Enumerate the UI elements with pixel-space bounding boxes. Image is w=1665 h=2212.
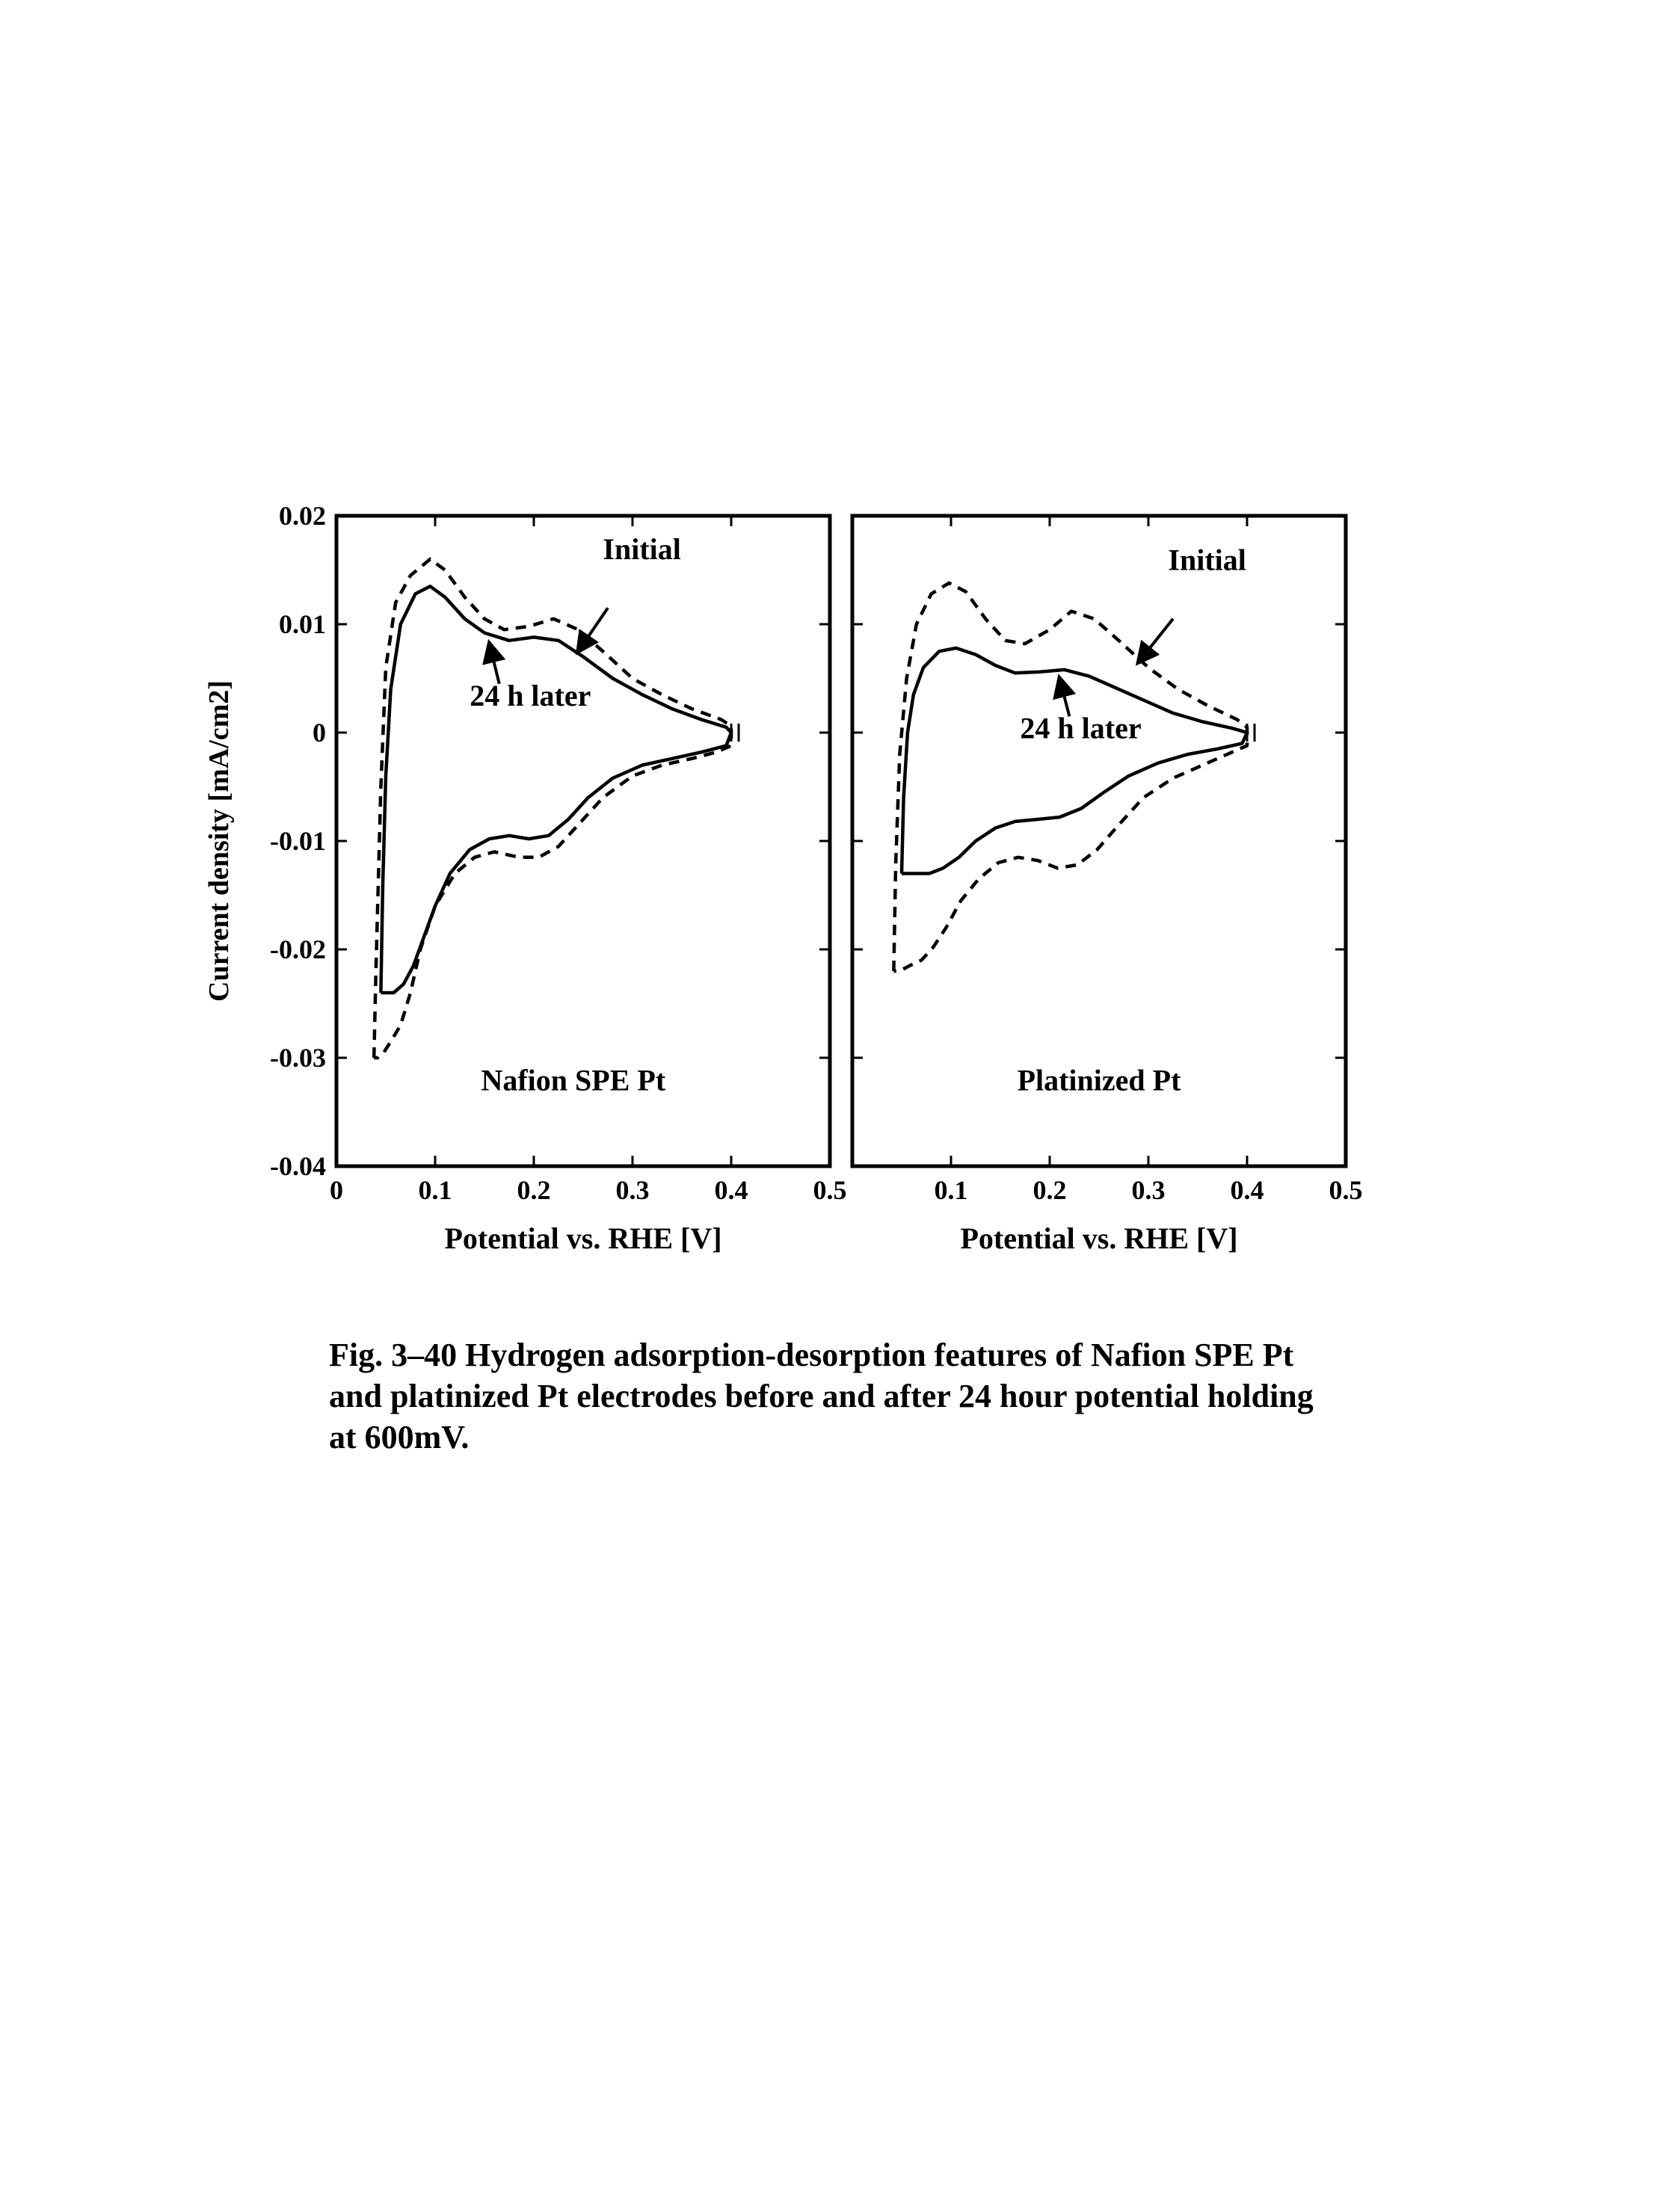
- arrow-initial: [1139, 619, 1173, 662]
- y-tick-label: -0.04: [270, 1151, 326, 1181]
- x-tick-label: 0: [330, 1175, 343, 1205]
- x-tick-label: 0.4: [1231, 1175, 1264, 1205]
- x-tick-label: 0.2: [1033, 1175, 1067, 1205]
- label-initial: Initial: [603, 532, 680, 566]
- y-tick-label: 0.01: [279, 609, 326, 639]
- y-axis-label: Current density [mA/cm2]: [203, 680, 235, 1002]
- y-tick-label: -0.02: [270, 934, 326, 964]
- label-24h-later: 24 h later: [1020, 711, 1141, 745]
- curve-24h-later: [381, 586, 731, 993]
- x-tick-label: 0.5: [813, 1175, 847, 1205]
- label-24h-later: 24 h later: [470, 679, 591, 712]
- figure-container: Current density [mA/cm2] -0.04 -0.03 -0.02 -…: [194, 493, 1465, 1458]
- x-tick-label: 0.1: [419, 1175, 452, 1205]
- x-axis-label: Potential vs. RHE [V]: [960, 1221, 1237, 1255]
- x-axis-label: Potential vs. RHE [V]: [444, 1221, 721, 1255]
- x-tick-label: 0.2: [517, 1175, 551, 1205]
- curve-initial: [374, 559, 731, 1058]
- figure-caption: Fig. 3–40 Hydrogen adsorption-desorption…: [329, 1334, 1338, 1458]
- panel-title: Platinized Pt: [1018, 1064, 1182, 1097]
- cv-chart: Current density [mA/cm2] -0.04 -0.03 -0.02 -…: [194, 493, 1465, 1301]
- curve-24h-later: [902, 648, 1247, 874]
- x-tick-label: 0.5: [1329, 1175, 1363, 1205]
- x-tick-label: 0.3: [1132, 1175, 1166, 1205]
- curve-initial: [893, 583, 1247, 971]
- x-tick-label: 0.3: [616, 1175, 650, 1205]
- y-tick-label: -0.01: [270, 826, 326, 856]
- panel-title: Nafion SPE Pt: [481, 1064, 665, 1097]
- arrow-24h-later: [490, 644, 499, 684]
- y-tick-label: -0.03: [270, 1043, 326, 1073]
- x-tick-label: 0.4: [715, 1175, 748, 1205]
- x-tick-label: 0.1: [935, 1175, 968, 1205]
- arrow-initial: [578, 608, 608, 651]
- y-tick-label: 0.02: [279, 501, 326, 531]
- label-initial: Initial: [1168, 543, 1246, 577]
- y-tick-label: 0: [313, 718, 326, 748]
- page: Current density [mA/cm2] -0.04 -0.03 -0.02 -…: [0, 0, 1665, 2212]
